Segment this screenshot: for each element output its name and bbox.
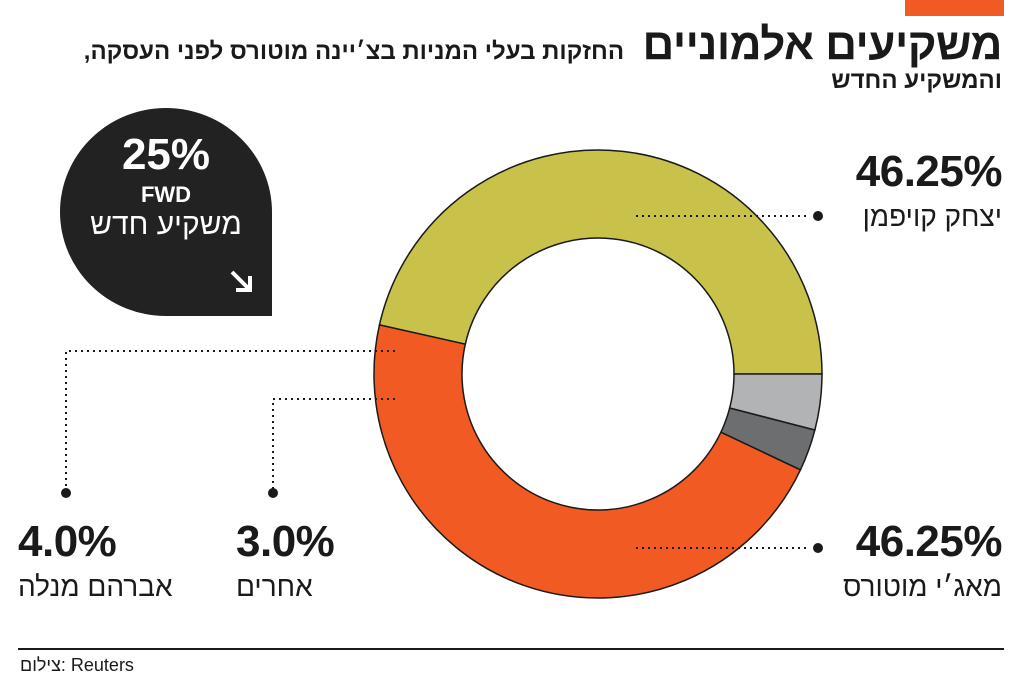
slice-name-0: יצחק קויפמן [862,201,1002,232]
chart-subtitle: החזקות בעלי המניות בצ׳יינה מוטורס לפני ה… [83,38,1002,95]
slice-label-1: 46.25% מאג׳י מוטורס [842,517,1003,604]
slice-value-2: 3.0% [236,517,335,566]
leader-dots [61,211,823,553]
slice-label-3: 4.0% אברהם מנלה [18,520,173,604]
accent-bar [905,0,1004,16]
arrow-down-right-icon [230,270,252,292]
leader-line-2 [272,398,395,493]
donut-slice-3 [728,373,823,431]
leader-dot-0 [813,211,823,221]
leader-line-3 [65,350,395,493]
photo-credit: צילום: Reuters [20,655,134,675]
leader-dot-2 [268,488,278,498]
donut-slice-1 [373,323,802,599]
slice-name-2: אחרים [236,571,313,602]
slice-value-3: 4.0% [18,517,117,566]
new-investor-badge: 25% FWD משקיע חדש [60,108,272,316]
donut-slices [373,149,823,599]
slice-value-1: 46.25% [855,517,1003,566]
badge-brand: FWD [140,182,192,207]
leader-lines [65,215,806,549]
badge-value: 25% [121,130,211,179]
donut-slice-0 [378,149,823,375]
slice-name-1: מאג׳י מוטורס [842,571,1002,602]
slice-label-2: 3.0% אחרים [236,517,335,604]
chart-header: משקיעים אלמוניים החזקות בעלי המניות בצ׳י… [42,20,1003,95]
slice-name-3: אברהם מנלה [18,571,173,602]
slice-label-0: 46.25% יצחק קויפמן [855,147,1003,234]
leader-dot-3 [61,488,71,498]
slice-value-0: 46.25% [855,147,1003,196]
badge-label: משקיע חדש [90,208,242,241]
chart-title: משקיעים אלמוניים [642,20,1003,69]
leader-dot-1 [813,543,823,553]
footer-divider [18,648,1004,650]
